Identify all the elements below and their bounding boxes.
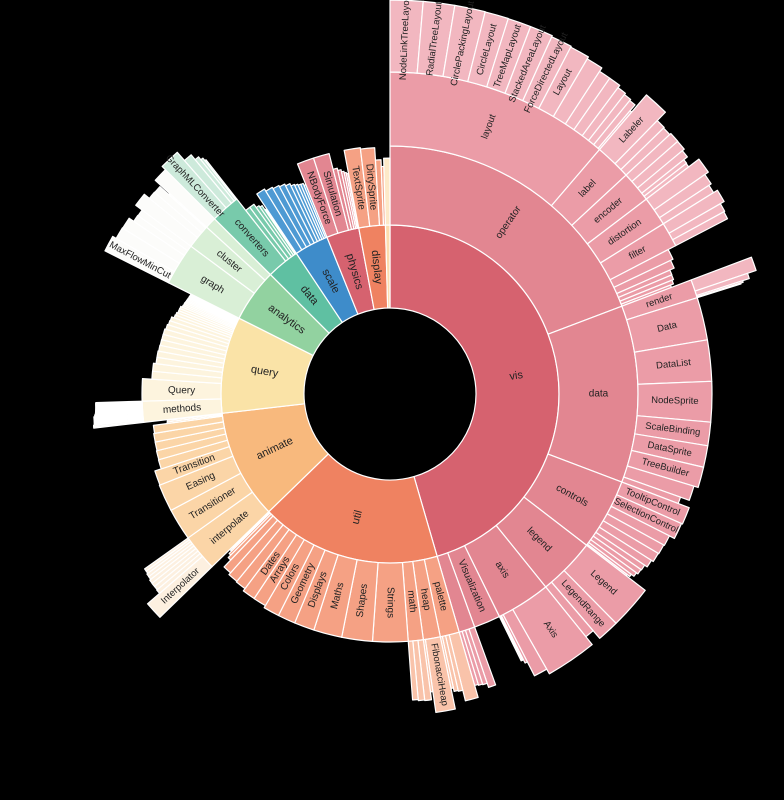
sunburst-segment-GraphDistanceFilter[interactable] <box>672 211 729 247</box>
sunburst-segment-FlareVis[interactable] <box>383 157 391 226</box>
sunburst-segment-data[interactable] <box>547 305 639 483</box>
sunburst-segment-Strings[interactable] <box>371 561 409 643</box>
sunburst-segment-NodeSprite[interactable] <box>636 380 713 423</box>
sunburst-segment-Converters[interactable] <box>204 159 238 201</box>
